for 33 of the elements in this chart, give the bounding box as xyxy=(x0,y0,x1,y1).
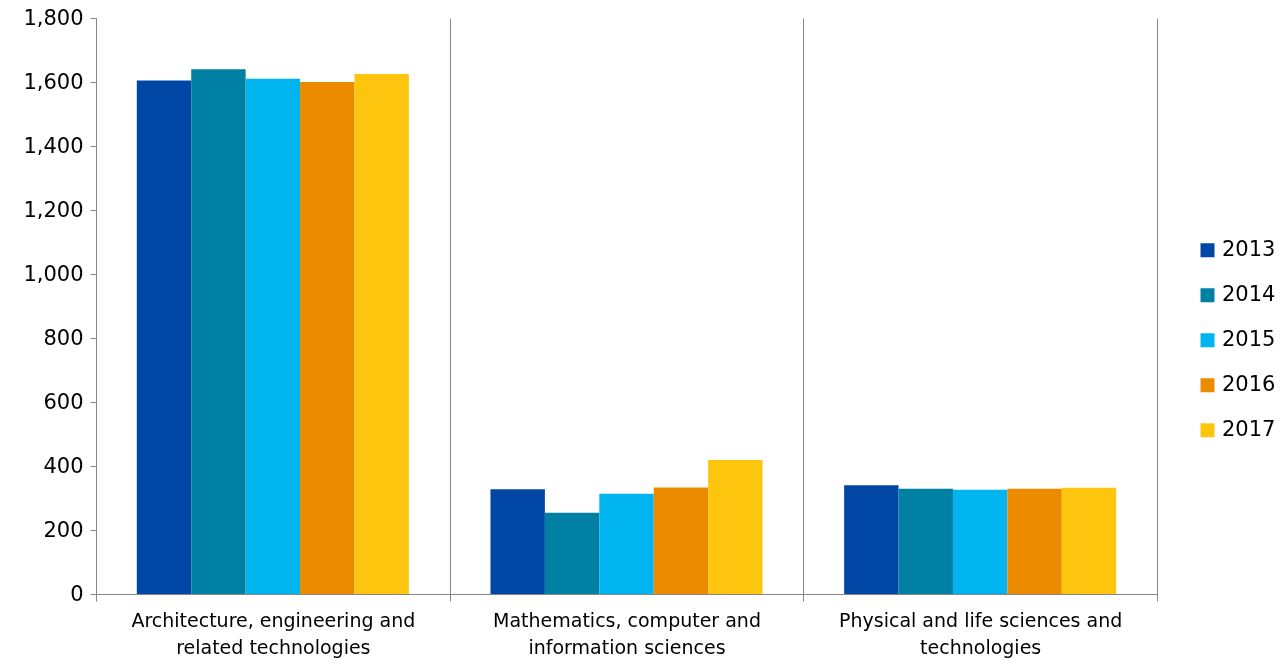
legend-label: 2013 xyxy=(1222,237,1276,262)
y-tick-label: 0 xyxy=(70,581,84,606)
bar xyxy=(490,489,545,594)
bar xyxy=(653,487,709,594)
bar xyxy=(599,493,654,594)
legend-label: 2015 xyxy=(1222,327,1276,352)
bar xyxy=(1061,487,1117,594)
bar xyxy=(245,78,301,594)
bar xyxy=(191,69,246,594)
y-tick-label: 1,600 xyxy=(23,69,84,94)
bar xyxy=(354,74,409,594)
legend-label: 2016 xyxy=(1222,372,1276,397)
bar xyxy=(952,489,1008,594)
x-tick-label: Architecture, engineering and related technologies xyxy=(131,608,416,658)
bar xyxy=(136,80,192,594)
y-tick-label: 800 xyxy=(43,325,84,350)
bar xyxy=(844,485,899,594)
y-tick-label: 1,400 xyxy=(23,133,84,158)
y-tick-label: 600 xyxy=(43,389,84,414)
bar xyxy=(544,512,600,594)
y-tick-label: 1,000 xyxy=(23,261,84,286)
bar xyxy=(300,82,355,594)
y-tick-label: 400 xyxy=(43,453,84,478)
y-tick-label: 1,200 xyxy=(23,197,84,222)
x-tick-label: Mathematics, computer and information sciences xyxy=(493,608,761,658)
bar xyxy=(708,459,763,594)
legend-label: 2014 xyxy=(1222,282,1276,307)
x-tick-label: Physical and life sciences and technologies xyxy=(839,608,1123,658)
y-tick-label: 200 xyxy=(43,517,84,542)
bar xyxy=(1007,488,1062,594)
y-tick-label: 1,800 xyxy=(23,5,84,30)
legend-label: 2017 xyxy=(1222,417,1276,442)
bar xyxy=(898,488,953,594)
